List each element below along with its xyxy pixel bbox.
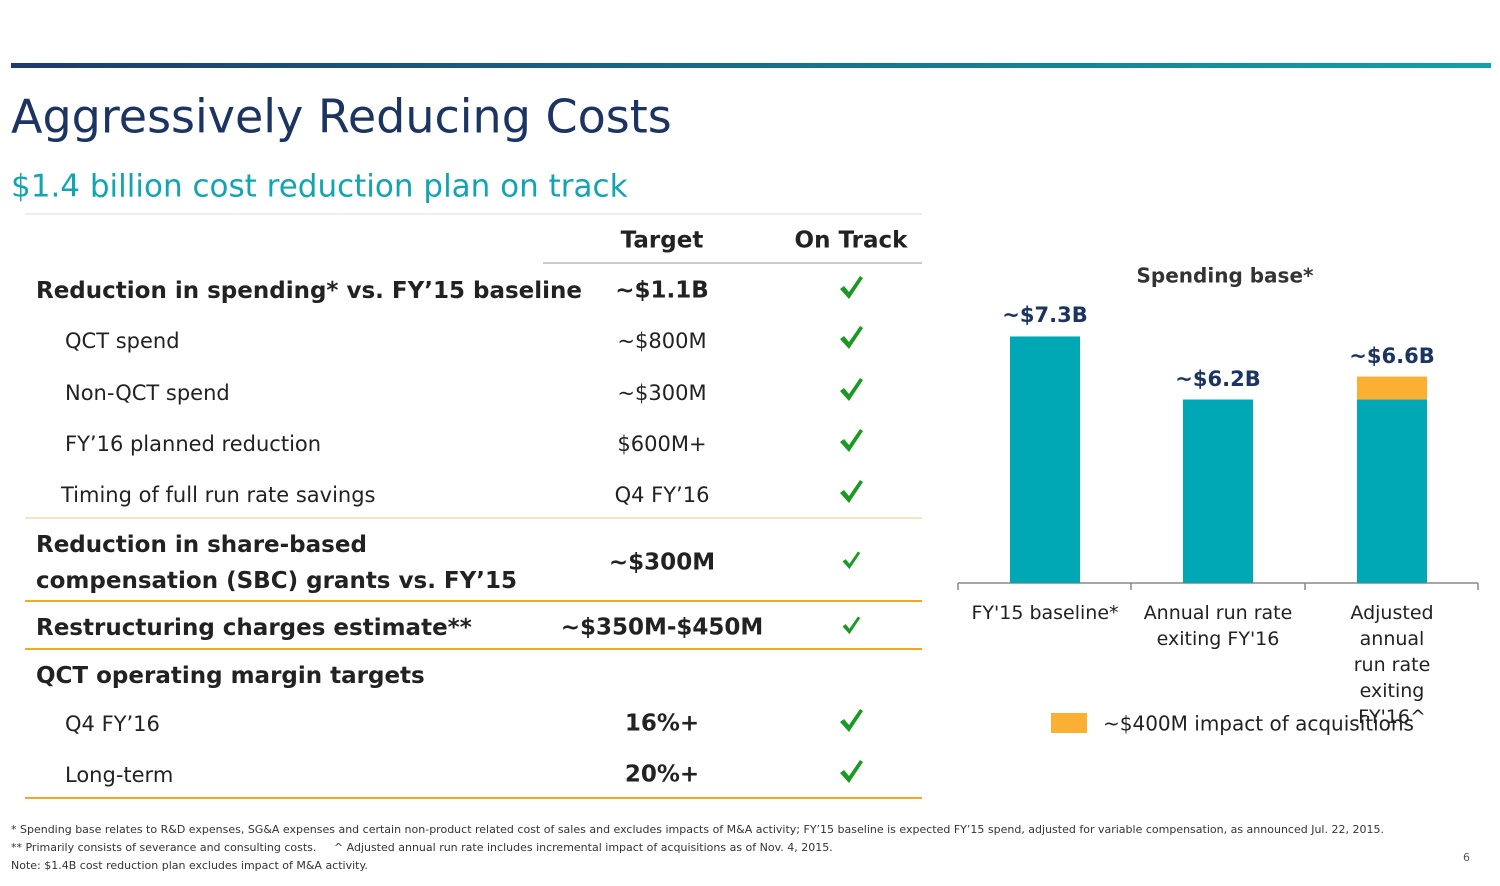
column-header: Target	[620, 227, 704, 254]
legend-swatch	[1051, 713, 1087, 733]
top-rule	[11, 63, 1491, 68]
bar	[1010, 336, 1080, 583]
check-mark	[840, 429, 863, 452]
x-tick-label: FY'15 baseline*	[971, 602, 1119, 624]
chart-title: Spending base*	[1136, 263, 1314, 288]
check-mark	[840, 276, 863, 299]
check-mark	[842, 551, 861, 570]
row-label: Timing of full run rate savings	[61, 483, 376, 507]
check-mark	[842, 616, 861, 635]
x-tick-label: Annual run rate exiting FY'16	[1143, 602, 1293, 650]
column-header: On Track	[794, 227, 908, 254]
footnote: * Spending base relates to R&D expenses,…	[11, 823, 1384, 837]
target-cell: ~$300M	[617, 380, 707, 405]
row-label: Reduction in share-based compensation (S…	[36, 532, 518, 594]
row-label: Restructuring charges estimate**	[36, 615, 472, 641]
total-label: ~$6.2B	[1175, 366, 1261, 391]
x-tick-label: Adjusted annual run rate exiting FY'16^	[1350, 602, 1434, 728]
row-label: Q4 FY’16	[65, 712, 160, 736]
subtitle: $1.4 billion cost reduction plan on trac…	[11, 168, 628, 205]
target-cell: ~$300M	[608, 549, 716, 576]
legend-label: ~$400M impact of acquisitions	[1103, 711, 1414, 736]
target-cell: 16%+	[624, 710, 700, 737]
row-label: Reduction in spending* vs. FY’15 baselin…	[36, 278, 583, 304]
total-label: ~$7.3B	[1002, 303, 1088, 328]
title: Aggressively Reducing Costs	[11, 89, 672, 144]
target-cell: 20%+	[624, 761, 700, 788]
check-mark	[840, 326, 863, 349]
target-cell: ~$350M-$450M	[560, 614, 764, 641]
bar	[1357, 399, 1427, 583]
check-mark	[840, 760, 863, 783]
target-cell: ~$800M	[617, 328, 707, 353]
check-mark	[840, 378, 863, 401]
target-cell: ~$1.1B	[615, 277, 709, 304]
row-label: FY’16 planned reduction	[65, 432, 322, 456]
footnote: Note: $1.4B cost reduction plan excludes…	[11, 859, 368, 873]
check-mark	[840, 480, 863, 503]
target-cell: $600M+	[617, 431, 707, 456]
footnote: ** Primarily consists of severance and c…	[11, 841, 833, 855]
row-label: QCT operating margin targets	[36, 663, 425, 689]
row-label: QCT spend	[65, 329, 180, 353]
target-cell: Q4 FY’16	[614, 482, 710, 507]
total-label: ~$6.6B	[1349, 343, 1435, 368]
check-mark	[840, 709, 863, 732]
bar	[1183, 399, 1253, 583]
row-label: Long-term	[65, 763, 174, 787]
row-label: Non-QCT spend	[65, 381, 230, 405]
page-number: 6	[1463, 851, 1470, 865]
bar	[1357, 376, 1427, 400]
